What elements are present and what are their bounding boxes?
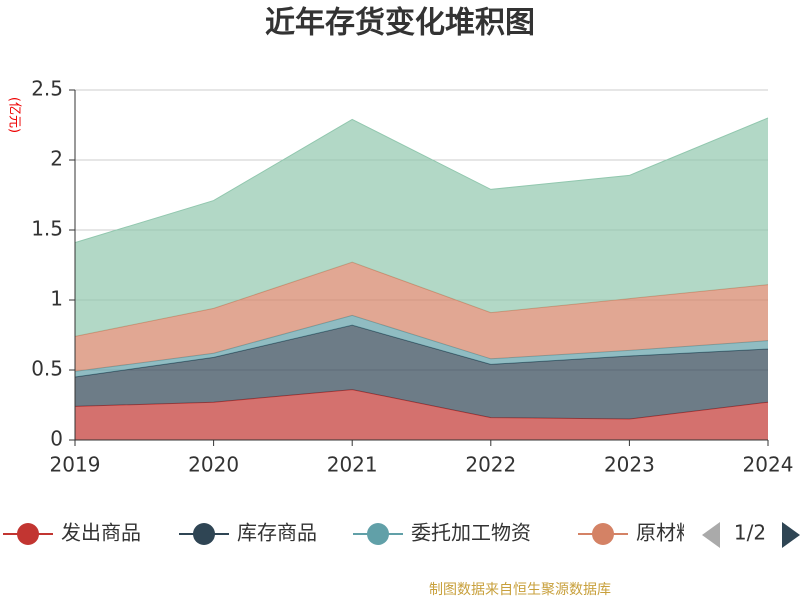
area-line (74, 117, 769, 244)
legend-page: 1/2 (734, 521, 766, 545)
legend-next[interactable] (782, 522, 800, 548)
y-tick-label: 0.5 (31, 357, 63, 381)
plot-area: 0 0.5 1 1.5 2 2.5 2019 2020 2021 2022 2023 2024 (31, 77, 793, 477)
y-tick-label: 0 (50, 427, 63, 451)
legend-item[interactable]: 原材料 (578, 521, 696, 546)
area (75, 325, 768, 419)
legend-item[interactable]: 库存商品 (179, 521, 317, 546)
source-note: 制图数据来自恒生聚源数据库 (429, 582, 611, 598)
x-tick-label: 2020 (188, 453, 239, 477)
legend-item[interactable]: 委托加工物资 (353, 521, 531, 546)
legend-label: 发出商品 (61, 521, 141, 545)
chart-title: 近年存货变化堆积图 (265, 6, 535, 41)
y-tick-label: 1.5 (31, 217, 63, 241)
legend-label: 库存商品 (237, 521, 317, 545)
x-tick-label: 2022 (465, 453, 516, 477)
x-tick-label: 2019 (50, 453, 101, 477)
y-tick-label: 1 (50, 287, 63, 311)
area (75, 389, 768, 440)
y-tick-label: 2.5 (31, 77, 63, 101)
y-axis-label: (亿元) (7, 97, 22, 133)
x-tick-label: 2023 (604, 453, 655, 477)
x-tick-label: 2021 (327, 453, 378, 477)
legend-marker (367, 523, 389, 545)
area (75, 118, 768, 337)
legend-prev[interactable] (702, 522, 720, 548)
legend-label: 委托加工物资 (411, 521, 531, 545)
legend-item[interactable]: 发出商品 (3, 521, 141, 546)
x-tick-label: 2024 (743, 453, 794, 477)
legend-label: 原材料 (636, 521, 696, 545)
legend-marker (17, 523, 39, 545)
legend-items: 发出商品 库存商品 委托加工物资 原材料 (3, 521, 696, 546)
y-tick-label: 2 (50, 147, 63, 171)
legend-marker (592, 523, 614, 545)
area (75, 262, 768, 372)
legend-marker (193, 523, 215, 545)
legend: 发出商品 库存商品 委托加工物资 原材料 1/2 (3, 521, 800, 548)
